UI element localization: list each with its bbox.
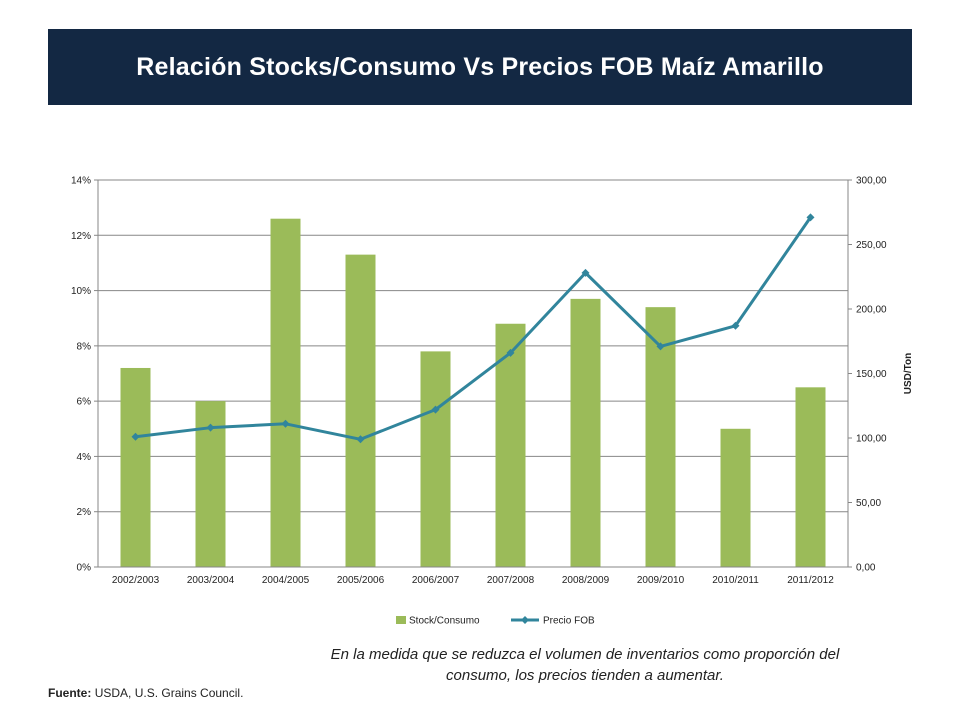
legend-swatch-bar [396,616,406,624]
bar [495,323,526,567]
page-title: Relación Stocks/Consumo Vs Precios FOB M… [136,52,824,81]
x-tick-label: 2011/2012 [787,575,834,586]
y-right-tick-label: 150,00 [856,369,887,380]
x-tick-label: 2004/2005 [262,575,310,586]
y-right-tick-label: 100,00 [856,434,887,445]
x-tick-label: 2003/2004 [187,575,235,586]
x-tick-label: 2009/2010 [637,575,685,586]
line-point [206,423,215,432]
y-right-tick-label: 50,00 [856,498,881,509]
line-series [131,213,815,444]
legend-marker [521,616,529,624]
bar [645,307,676,567]
y-left-tick-label: 10% [71,286,91,297]
line-point [356,435,365,444]
x-tick-label: 2002/2003 [112,575,160,586]
x-tick-label: 2008/2009 [562,575,610,586]
x-tick-label: 2007/2008 [487,575,535,586]
line-point [281,419,290,428]
bar [795,387,826,567]
bar [570,298,601,567]
bar [720,428,751,567]
y-left-tick-label: 0% [77,563,92,574]
legend: Stock/Consumo Precio FOB [396,616,595,627]
line-point [431,405,440,414]
y-right-tick-label: 300,00 [856,176,887,187]
line-point [806,213,815,222]
y-left-tick-label: 6% [77,397,92,408]
y-right-axis-label: USD/Ton [903,353,914,394]
y-right-tick-label: 200,00 [856,305,887,316]
line-point [656,342,665,351]
source-note: Fuente: USDA, U.S. Grains Council. [48,686,243,700]
y-right-tick-label: 250,00 [856,240,887,251]
line-point [581,268,590,277]
bar [270,218,301,567]
source-label: Fuente: [48,686,92,700]
bar-series [120,218,826,567]
line-point [731,321,740,330]
y-left-tick-label: 4% [77,452,92,463]
y-left-tick-label: 14% [71,176,91,187]
title-banner: Relación Stocks/Consumo Vs Precios FOB M… [48,29,912,105]
grid-lines [98,179,848,568]
axes: 0% 2% 4% 6% 8% 10% 12% 14% 0,00 50,00 100,00 150,00… [71,176,914,587]
bar [420,351,451,567]
line-point [131,432,140,441]
bar [120,367,151,567]
chart-caption: En la medida que se reduzca el volumen d… [330,646,840,684]
source-text: USDA, U.S. Grains Council. [94,686,244,700]
legend-label-price: Precio FOB [543,616,595,627]
x-tick-label: 2005/2006 [337,575,385,586]
y-left-tick-label: 12% [71,231,91,242]
y-right-tick-label: 0,00 [856,563,876,574]
x-tick-label: 2006/2007 [412,575,460,586]
chart-area: 0% 2% 4% 6% 8% 10% 12% 14% 0,00 50,00 100,00 150,00… [71,176,914,627]
y-left-tick-label: 8% [77,341,92,352]
x-tick-label: 2010/2011 [712,575,759,586]
legend-label-stock: Stock/Consumo [409,616,480,627]
bar [345,254,376,567]
line-point [506,348,515,357]
price-line [135,216,812,441]
y-left-tick-label: 2% [77,507,92,518]
